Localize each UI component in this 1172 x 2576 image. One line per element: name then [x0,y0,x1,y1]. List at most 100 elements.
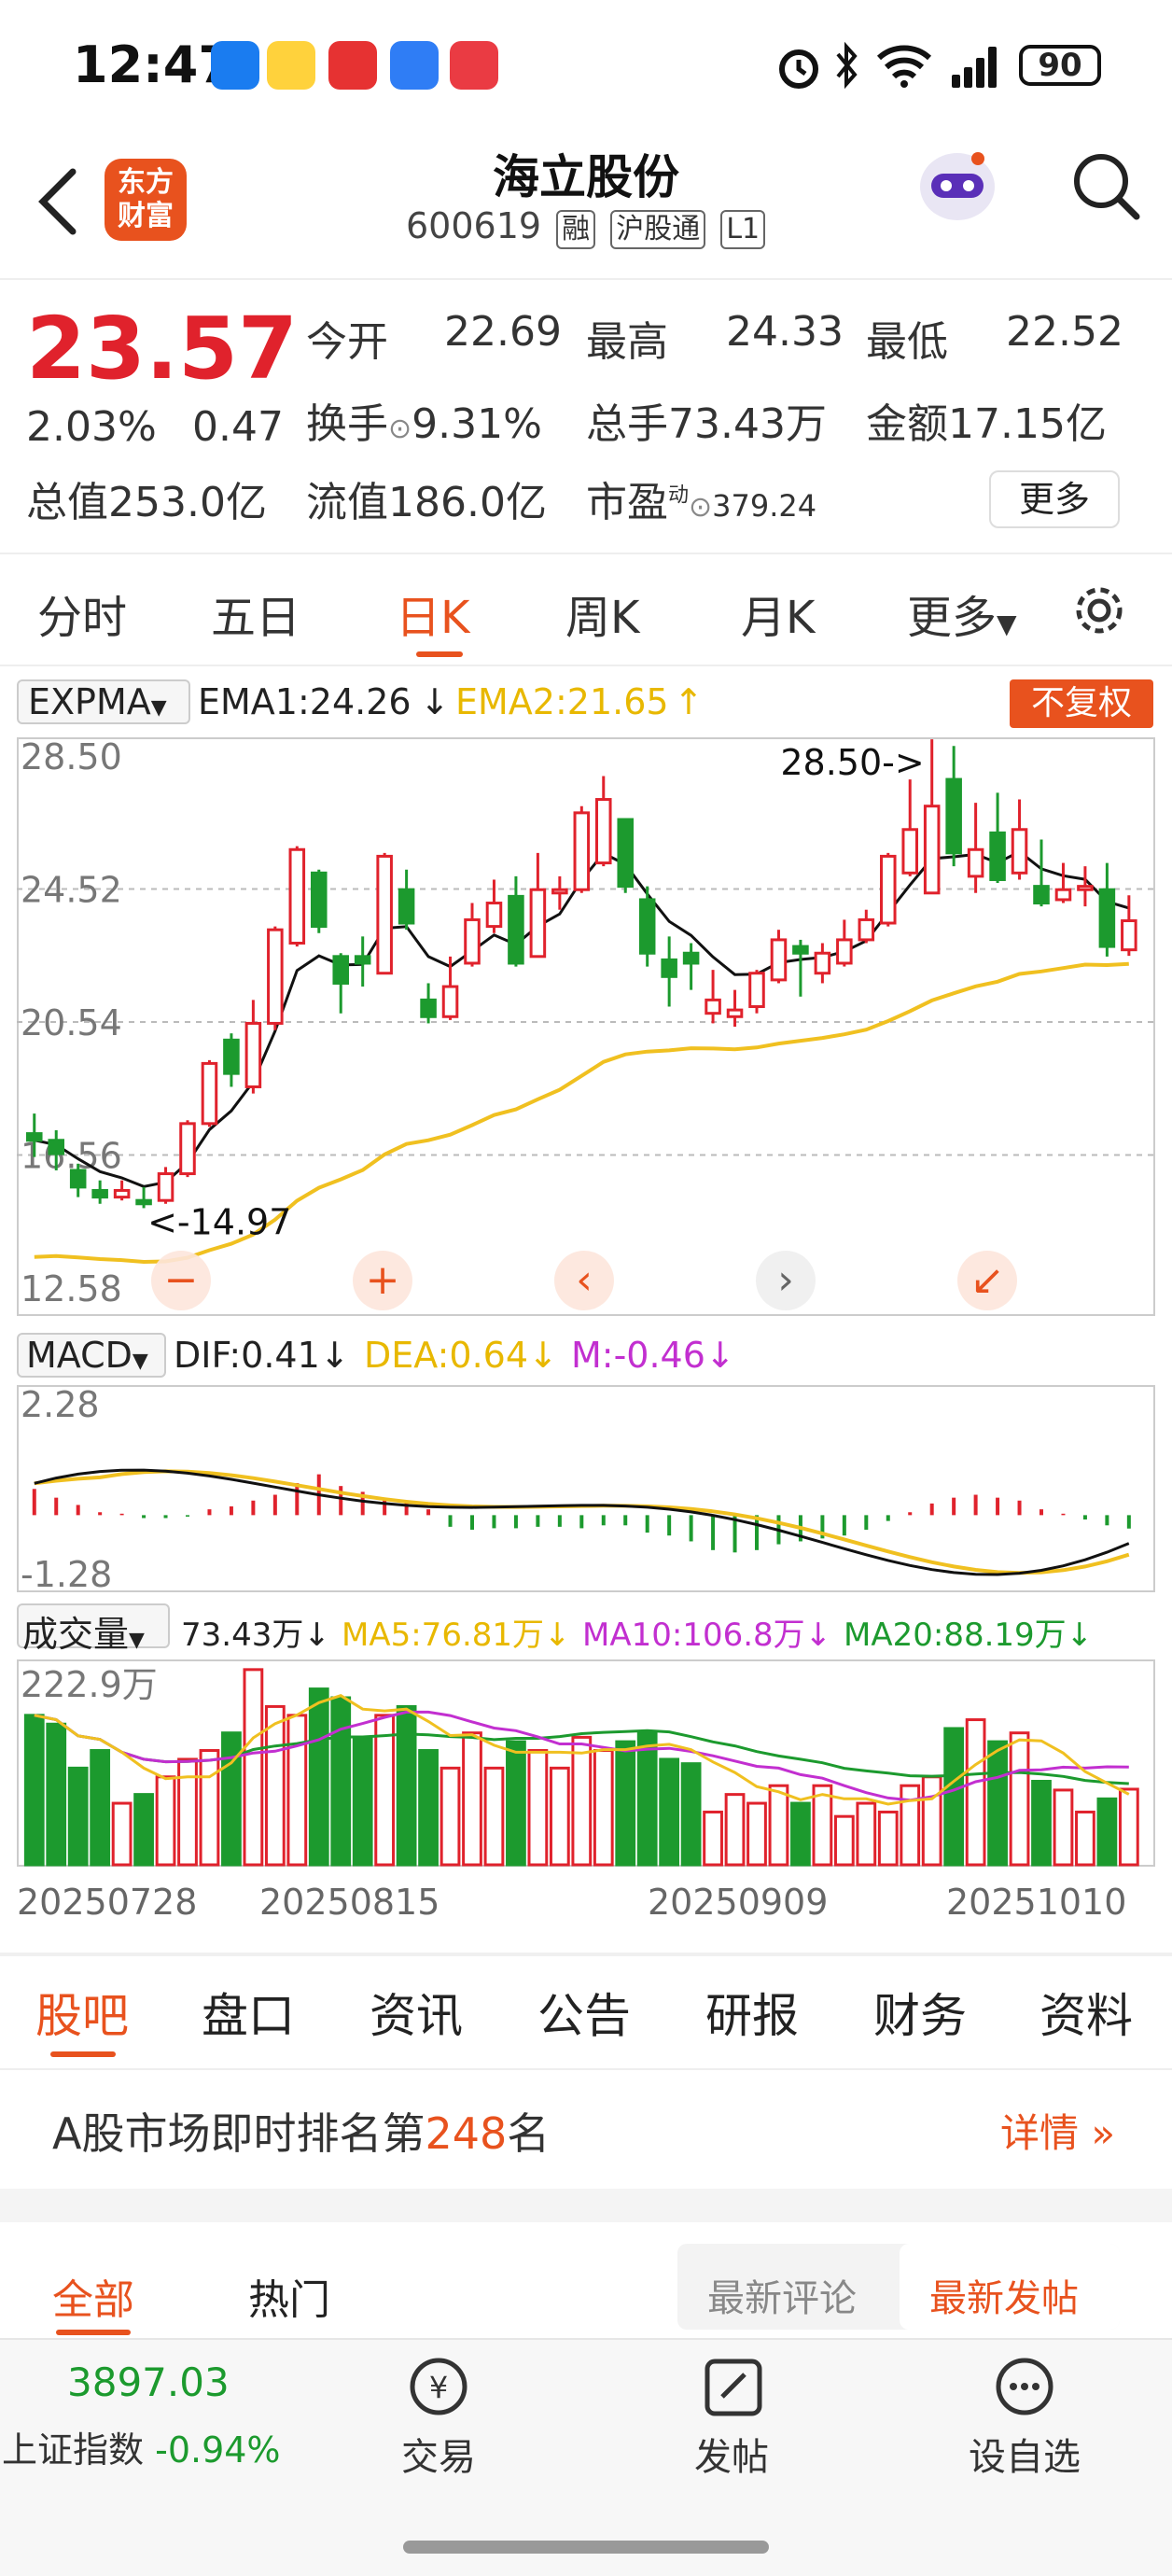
tab-five-day[interactable]: 五日 [211,592,301,644]
tab-announcements[interactable]: 公告 [537,1989,631,2043]
volume-bar [724,1793,746,1867]
tab-all[interactable]: 全部 [52,2276,134,2324]
svg-text:↙: ↙ [970,1256,1005,1304]
turnover: 换手⊙9.31% [306,390,542,450]
volume-bar [571,1735,593,1867]
tab-order-book[interactable]: 盘口 [202,1989,295,2043]
candle [223,1038,240,1075]
volume-label: 成交量▼ [22,1605,145,1657]
tab-forum[interactable]: 股吧 [35,1989,129,2043]
tab-finance[interactable]: 财务 [873,1989,967,2043]
candle [310,871,328,929]
app-logo[interactable]: 东方财富 [105,159,187,241]
market-cap-label: 总值 [26,479,108,526]
double-chevron-icon: » [1079,2110,1116,2156]
low-value: 22.52 [1006,308,1123,356]
dif-line [34,1468,1130,1576]
tab-research[interactable]: 研报 [705,1989,799,2043]
kline-chart[interactable]: 28.5024.5220.5416.5612.5828.50-><-14.97−… [17,737,1155,1316]
indicator-select[interactable] [17,679,190,724]
tab-hot[interactable]: 热门 [248,2276,330,2324]
volume-bar [46,1722,67,1867]
tab-monthly-k[interactable]: 月K [741,592,816,644]
tab-weekly-k[interactable]: 周K [565,592,640,644]
candle [113,1188,131,1199]
volume-bar [790,1801,811,1867]
candle [441,985,459,1018]
zoom-in-icon[interactable]: + [353,1251,412,1310]
tab-intraday[interactable]: 分时 [37,592,128,644]
macd-select[interactable] [17,1333,166,1378]
info-icon[interactable]: ⊙ [388,413,412,445]
adjust-button[interactable]: 不复权 [1010,679,1153,728]
turnover-label: 换手 [306,400,388,448]
sort-latest-post[interactable]: 最新发帖 [929,2277,1079,2320]
amount-value: 17.15亿 [948,400,1107,448]
y-axis-label: 2.28 [21,1385,100,1425]
candle [1121,919,1137,952]
m-text: M:-0.46 [571,1335,705,1376]
back-icon[interactable] [32,164,84,239]
index-value[interactable]: 3897.03 [67,2359,230,2405]
candle [398,888,415,925]
candle [48,1139,65,1155]
post-label[interactable]: 发帖 [694,2436,769,2479]
tab-more[interactable]: 更多▼ [907,581,1017,646]
settings-gear-icon[interactable] [1069,581,1129,640]
date-label: 20250728 [17,1882,198,1923]
zoom-out-icon[interactable]: − [151,1251,211,1310]
volume-bar [659,1757,680,1867]
macd-chart[interactable]: 2.28 -1.28 [17,1385,1155,1592]
volume-bar [221,1731,242,1867]
post-edit-icon[interactable] [698,2354,769,2419]
level-tag: L1 [720,210,766,249]
dif-value: DIF:0.41↓ [174,1335,350,1376]
tab-more-label: 更多 [907,592,998,644]
rank-detail-link[interactable]: 详情 » [1000,2102,1115,2159]
candle [989,831,1006,881]
pe-value: 379.24 [712,488,817,524]
change-amount: 0.47 [192,403,284,451]
rank-text: A股市场即时排名第248名 [52,2100,550,2162]
volume-bar [286,1714,308,1867]
volume-select[interactable] [17,1603,170,1648]
volume-bar [812,1784,833,1867]
search-icon[interactable] [1069,149,1144,224]
tab-news[interactable]: 资讯 [370,1989,463,2043]
tab-daily-k[interactable]: 日K [396,592,470,644]
total-volume: 总手73.43万 [586,390,827,450]
reset-zoom-icon[interactable]: ↙ [957,1251,1017,1310]
candle [901,828,919,875]
ma5-text: MA5:76.81万 [342,1617,545,1654]
up-arrow-icon: ↑ [674,681,704,722]
candle [201,1061,218,1126]
chart-frame [17,737,1155,1316]
watchlist-label[interactable]: 设自选 [969,2436,1081,2479]
pe-label: 市盈 [586,479,668,526]
ema1-line [34,849,1130,1188]
trade-label[interactable]: 交易 [401,2436,476,2479]
sort-latest-comment[interactable]: 最新评论 [707,2277,857,2320]
volume-bar [1053,1788,1074,1867]
index-info[interactable]: 上证指数 -0.94% [2,2421,281,2472]
robot-assistant-icon[interactable] [911,138,1004,231]
add-watchlist-icon[interactable] [989,2354,1060,2419]
info-icon[interactable]: ⊙ [689,491,713,524]
volume-bar [396,1704,417,1867]
mascot-app-icon [267,41,315,90]
home-indicator[interactable] [403,2541,769,2554]
index-change: -0.94% [155,2429,281,2471]
active-tab-underline [50,2051,116,2057]
current-price: 23.57 [26,299,299,399]
volume-bar [900,1784,921,1867]
trade-icon[interactable]: ¥ [403,2354,474,2419]
ma10-text: MA10:106.8万 [582,1617,805,1654]
divider [0,2068,1172,2070]
next-icon[interactable]: › [756,1251,816,1310]
more-button[interactable]: 更多 [989,470,1120,528]
divider-band [0,2189,1172,2222]
volume-bar [527,1749,549,1867]
tab-profile[interactable]: 资料 [1039,1989,1133,2043]
volume-chart[interactable]: 222.9万 [17,1659,1155,1867]
prev-icon[interactable]: ‹ [554,1251,614,1310]
